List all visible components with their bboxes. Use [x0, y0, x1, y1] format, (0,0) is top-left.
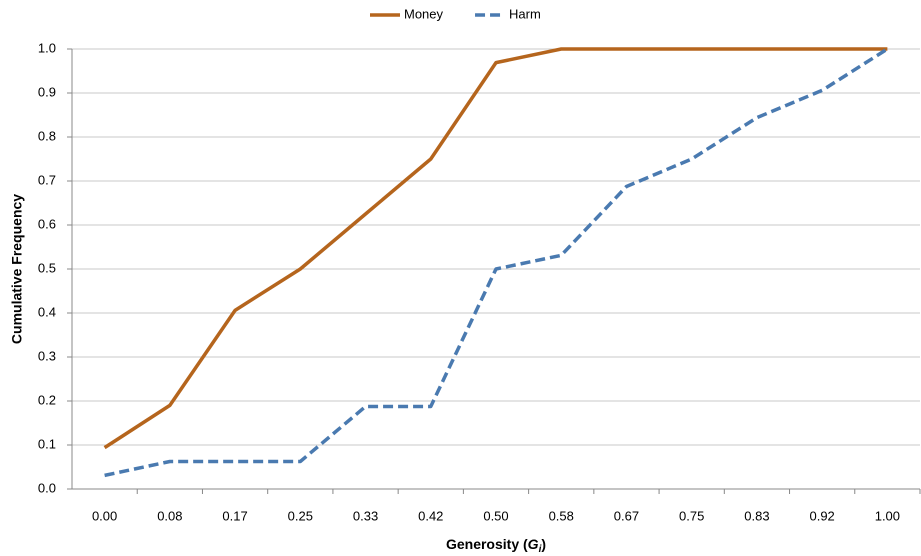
x-tick-label: 0.67: [614, 508, 639, 523]
y-tick-label: 0.2: [38, 392, 56, 407]
x-tick-label: 0.08: [157, 508, 182, 523]
y-tick-label: 0.0: [38, 480, 56, 495]
x-tick-label: 0.00: [92, 508, 117, 523]
x-axis-label-subscript: i: [539, 544, 542, 555]
x-tick-label: 0.42: [418, 508, 443, 523]
y-axis-label: Cumulative Frequency: [9, 194, 25, 344]
y-tick-label: 0.4: [38, 304, 56, 319]
x-tick-label: 0.75: [679, 508, 704, 523]
x-axis-label: Generosity (Gi): [446, 536, 546, 555]
line-series: [104, 47, 889, 478]
x-tick-label: 0.25: [288, 508, 313, 523]
y-tick-label: 0.9: [38, 84, 56, 99]
x-tick-label: 0.58: [549, 508, 574, 523]
y-tick-label: 0.1: [38, 436, 56, 451]
x-tick-label: 0.50: [483, 508, 508, 523]
x-tick-label: 0.33: [353, 508, 378, 523]
x-tick-label: 0.83: [744, 508, 769, 523]
line-series: [103, 47, 888, 450]
y-tick-label: 1.0: [38, 40, 56, 55]
x-axis-label-text: Generosity (: [446, 536, 528, 552]
legend-label: Money: [404, 6, 444, 21]
y-tick-label: 0.6: [38, 216, 56, 231]
legend-label: Harm: [509, 6, 541, 21]
y-tick-label: 0.3: [38, 348, 56, 363]
x-tick-label: 0.92: [809, 508, 834, 523]
y-tick-label: 0.5: [38, 260, 56, 275]
x-tick-label: 1.00: [875, 508, 900, 523]
y-tick-label: 0.8: [38, 128, 56, 143]
y-tick-label: 0.7: [38, 172, 56, 187]
x-axis-label-symbol: G: [528, 536, 539, 552]
x-tick-label: 0.17: [222, 508, 247, 523]
x-axis-label-close: ): [541, 536, 546, 552]
